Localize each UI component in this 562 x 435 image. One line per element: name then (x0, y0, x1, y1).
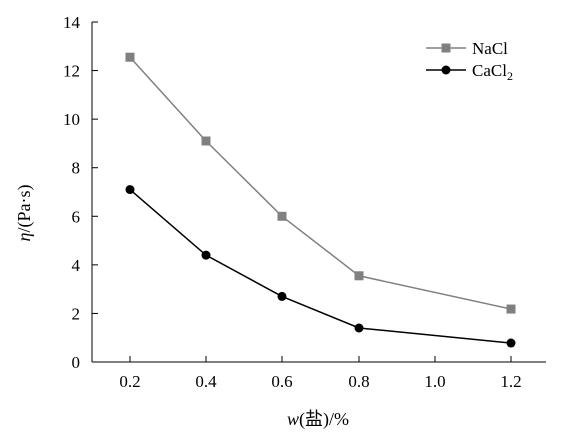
legend-label-cacl2: CaCl2 (472, 61, 513, 83)
series-cacl2 (125, 185, 516, 348)
legend-entry-nacl: NaCl (426, 39, 508, 58)
data-point-nacl (125, 52, 135, 62)
x-tick-label: 0.6 (271, 372, 292, 391)
y-tick-label: 10 (63, 110, 80, 129)
axes (91, 22, 546, 363)
y-tick-label: 4 (72, 256, 81, 275)
data-point-cacl2 (277, 291, 287, 301)
y-axis-title: η/(Pa·s) (14, 185, 35, 242)
data-point-nacl (277, 211, 287, 221)
data-point-cacl2 (506, 338, 516, 348)
legend: NaCl CaCl2 (426, 39, 513, 83)
y-tick-label: 12 (63, 62, 80, 81)
data-point-cacl2 (354, 323, 364, 333)
y-tick-label: 0 (72, 353, 81, 372)
legend-entry-cacl2: CaCl2 (426, 61, 513, 83)
y-axis-ticks: 0 2 4 6 8 10 12 14 (63, 13, 98, 372)
x-tick-label: 0.8 (348, 372, 369, 391)
y-tick-label: 14 (63, 13, 81, 32)
series-line-cacl2 (129, 189, 512, 344)
data-point-nacl (201, 136, 211, 146)
series-layer (125, 52, 516, 348)
x-tick-label: 1.0 (424, 372, 445, 391)
x-axis-ticks: 0.2 0.4 0.6 0.8 1.0 1.2 (119, 356, 522, 391)
data-point-cacl2 (201, 250, 211, 260)
y-tick-label: 8 (72, 159, 81, 178)
y-tick-label: 6 (72, 207, 81, 226)
y-tick-label: 2 (72, 304, 81, 323)
legend-label-nacl: NaCl (472, 39, 508, 58)
series-nacl (125, 52, 516, 314)
x-tick-label: 0.4 (195, 372, 217, 391)
data-point-nacl (506, 304, 516, 314)
legend-marker-cacl2 (441, 65, 451, 75)
x-tick-label: 1.2 (500, 372, 521, 391)
series-line-nacl (129, 56, 512, 310)
data-point-nacl (354, 271, 364, 281)
x-axis-title: w(盐)/% (287, 409, 349, 430)
data-point-cacl2 (125, 185, 135, 195)
legend-marker-nacl (441, 43, 451, 53)
x-tick-label: 0.2 (119, 372, 140, 391)
